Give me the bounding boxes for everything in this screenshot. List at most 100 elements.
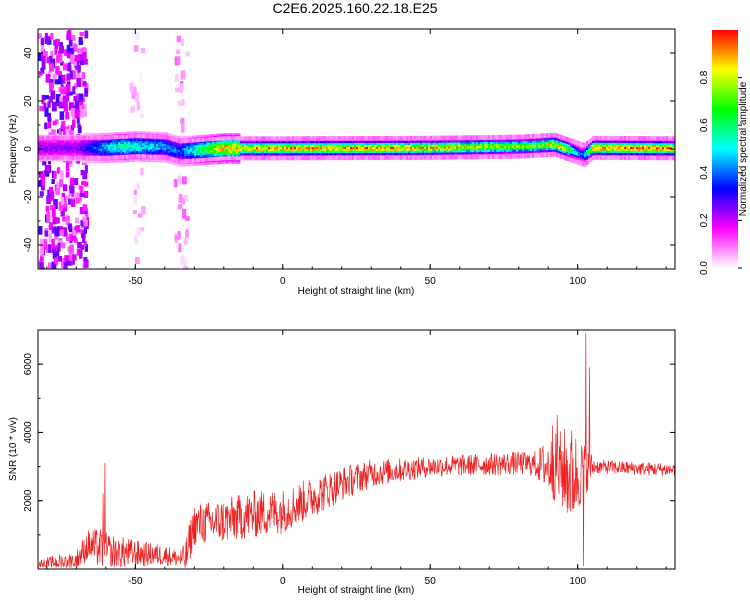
heatmap-cell — [84, 135, 87, 140]
heatmap-cell — [568, 142, 571, 145]
heatmap-cell — [336, 151, 339, 154]
heatmap-cell — [234, 139, 237, 142]
heatmap-cell — [444, 142, 447, 145]
heatmap-cell — [270, 156, 273, 161]
heatmap-cell — [264, 143, 267, 146]
heatmap-cell — [124, 159, 127, 163]
heatmap-cell — [88, 135, 91, 140]
heatmap-cell — [44, 148, 47, 152]
heatmap-cell — [346, 139, 349, 142]
heatmap-cell — [184, 164, 187, 167]
heatmap-cell — [252, 149, 255, 152]
heatmap-cell — [128, 131, 131, 134]
heatmap-cell — [410, 150, 413, 154]
heatmap-cell — [60, 144, 63, 148]
heatmap-cell — [278, 139, 281, 142]
heatmap-cell — [258, 147, 261, 150]
heatmap-cell — [40, 142, 43, 146]
heatmap-cell — [632, 139, 635, 142]
heatmap-cell — [368, 139, 371, 142]
heatmap-cell — [126, 139, 129, 143]
heatmap-cell — [572, 148, 575, 151]
heatmap-cell — [184, 150, 187, 153]
heatmap-cell — [272, 139, 275, 142]
heatmap-cell — [570, 153, 573, 156]
heatmap-cell — [522, 145, 525, 148]
heatmap-cell — [536, 148, 539, 152]
heatmap-cell — [58, 138, 61, 142]
heatmap-cell — [508, 145, 511, 149]
heatmap-cell — [632, 143, 635, 146]
heatmap-cell — [185, 216, 190, 222]
heatmap-cell — [396, 152, 399, 156]
heatmap-cell — [490, 144, 493, 147]
heatmap-cell — [588, 156, 591, 159]
heatmap-cell — [86, 146, 89, 150]
heatmap-cell — [110, 150, 113, 153]
heatmap-cell — [184, 142, 187, 145]
heatmap-cell — [238, 139, 241, 142]
heatmap-cell — [208, 142, 211, 145]
heatmap-cell — [572, 156, 575, 159]
heatmap-cell — [124, 131, 127, 135]
heatmap-cell — [656, 147, 659, 150]
heatmap-cell — [156, 149, 159, 153]
heatmap-cell — [148, 154, 151, 159]
heatmap-cell — [146, 143, 149, 146]
heatmap-cell — [288, 156, 291, 161]
heatmap-cell — [646, 151, 649, 154]
heatmap-cell — [142, 149, 145, 152]
heatmap-cell — [508, 134, 511, 139]
heatmap-cell — [66, 146, 69, 150]
heatmap-cell — [582, 145, 585, 148]
heatmap-cell — [418, 144, 421, 148]
heatmap-cell — [90, 152, 93, 156]
heatmap-cell — [72, 119, 76, 128]
heatmap-cell — [582, 151, 585, 154]
heatmap-cell — [372, 153, 375, 156]
heatmap-cell — [326, 145, 329, 148]
heatmap-cell — [620, 141, 623, 144]
heatmap-cell — [248, 149, 251, 152]
heatmap-cell — [394, 140, 397, 144]
heatmap-cell — [476, 144, 479, 147]
heatmap-cell — [650, 136, 653, 141]
heatmap-cell — [562, 144, 565, 147]
heatmap-cell — [290, 143, 293, 146]
heatmap-cell — [518, 134, 521, 139]
heatmap-cell — [270, 141, 273, 144]
heatmap-cell — [274, 151, 277, 154]
heatmap-cell — [128, 157, 131, 160]
heatmap-cell — [170, 145, 173, 148]
heatmap-cell — [59, 111, 65, 120]
heatmap-cell — [532, 153, 535, 158]
heatmap-cell — [160, 134, 163, 139]
heatmap-cell — [162, 160, 165, 163]
heatmap-cell — [540, 136, 543, 139]
heatmap-cell — [236, 143, 239, 146]
heatmap-cell — [62, 148, 65, 152]
heatmap-cell — [88, 152, 91, 156]
heatmap-cell — [620, 136, 623, 140]
heatmap-cell — [168, 151, 171, 154]
heatmap-cell — [198, 151, 201, 154]
heatmap-cell — [386, 135, 389, 140]
heatmap-cell — [542, 144, 545, 147]
heatmap-cell — [652, 149, 655, 152]
heatmap-cell — [510, 139, 513, 143]
heatmap-cell — [442, 146, 445, 149]
heatmap-cell — [194, 151, 197, 154]
heatmap-cell — [260, 147, 263, 150]
heatmap-cell — [488, 148, 491, 151]
heatmap-cell — [648, 147, 651, 150]
heatmap-cell — [176, 56, 181, 65]
heatmap-cell — [114, 144, 117, 147]
heatmap-cell — [664, 143, 667, 146]
heatmap-cell — [50, 146, 53, 150]
heatmap-cell — [436, 142, 439, 146]
heatmap-cell — [133, 189, 137, 195]
heatmap-cell — [470, 148, 473, 151]
heatmap-cell — [166, 138, 169, 141]
heatmap-cell — [76, 70, 81, 77]
